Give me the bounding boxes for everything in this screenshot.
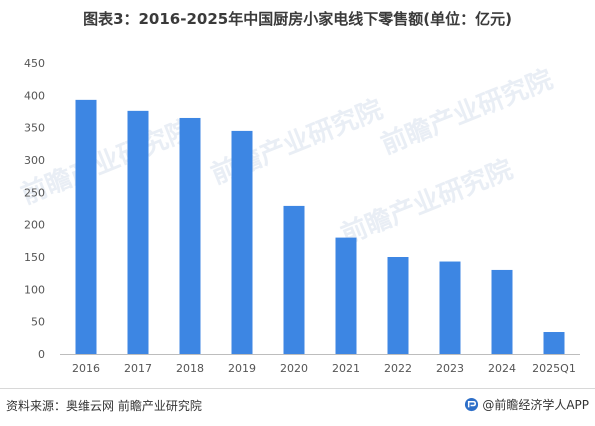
x-tick-label: 2016	[72, 362, 100, 375]
x-tick-label: 2024	[488, 362, 516, 375]
y-tick-label: 0	[38, 348, 45, 361]
bar-2025Q1	[543, 332, 565, 354]
y-tick-label: 450	[24, 57, 45, 70]
x-tick-label: 2020	[280, 362, 308, 375]
x-axis-ticks: 2016 2017 2018 2019 2020 2021 2022 2023 2024 2025…	[72, 362, 576, 375]
bar-2016	[75, 99, 97, 354]
brand-logo-icon	[465, 397, 479, 412]
watermark-text: 前瞻产业研究院	[377, 64, 557, 161]
bar-2018	[179, 117, 201, 354]
x-tick-label: 2017	[124, 362, 152, 375]
bar-2021	[335, 237, 357, 354]
x-tick-label: 2023	[436, 362, 464, 375]
bar-2017	[127, 110, 149, 354]
x-tick-label: 2019	[228, 362, 256, 375]
bars-group	[75, 99, 565, 354]
brand-credit: @前瞻经济学人APP	[464, 396, 589, 413]
brand-label: @前瞻经济学人APP	[482, 398, 589, 412]
y-tick-label: 200	[24, 219, 45, 232]
y-tick-label: 250	[24, 186, 45, 199]
source-note: 资料来源：奥维云网 前瞻产业研究院	[6, 399, 202, 413]
bar-2020	[283, 205, 305, 354]
watermark-text: 前瞻产业研究院	[337, 154, 517, 251]
x-tick-label: 2021	[332, 362, 360, 375]
y-axis-ticks: 0 50 100 150 200 250 300 350 400 450	[24, 57, 45, 361]
bar-2022	[387, 257, 409, 354]
x-tick-label: 2018	[176, 362, 204, 375]
bar-2019	[231, 130, 253, 354]
y-tick-label: 100	[24, 283, 45, 296]
footer-divider	[0, 388, 595, 389]
bar-2024	[491, 269, 513, 354]
y-tick-label: 150	[24, 251, 45, 264]
y-tick-label: 50	[31, 316, 45, 329]
chart-title: 图表3：2016-2025年中国厨房小家电线下零售额(单位：亿元)	[83, 10, 512, 28]
x-tick-label: 2022	[384, 362, 412, 375]
y-tick-label: 400	[24, 89, 45, 102]
y-tick-label: 300	[24, 154, 45, 167]
y-tick-label: 350	[24, 122, 45, 135]
x-tick-label: 2025Q1	[532, 362, 576, 375]
bar-2023	[439, 261, 461, 354]
